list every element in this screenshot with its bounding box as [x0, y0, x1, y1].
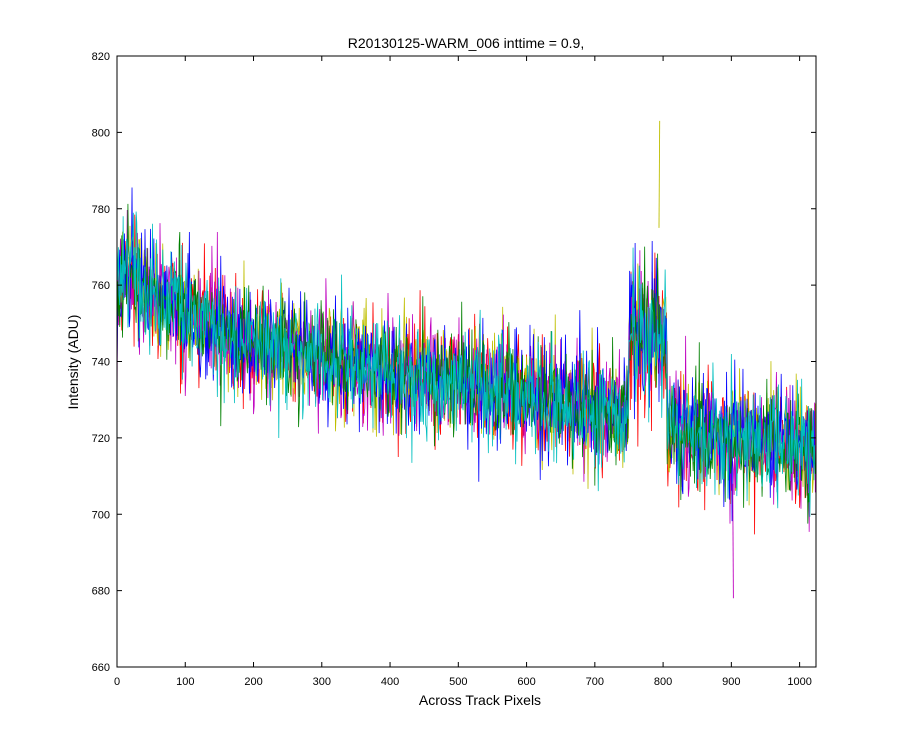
plot-area: [116, 120, 816, 599]
y-tick-label: 720: [92, 433, 110, 445]
y-tick-label: 800: [92, 127, 110, 139]
x-tick-label: 300: [313, 676, 331, 688]
axes: 0 100 200 300 400 500 600 700 800 900 1000 660 680 70…: [92, 51, 817, 688]
x-tick-label: 400: [381, 676, 399, 688]
y-axis-label: Intensity (ADU): [65, 315, 81, 410]
x-tick-label: 0: [114, 676, 120, 688]
x-tick-label: 1000: [787, 676, 811, 688]
series-line-6: [116, 211, 816, 517]
y-tick-label: 660: [92, 662, 110, 674]
x-tick-label: 600: [517, 676, 535, 688]
x-tick-label: 200: [244, 676, 262, 688]
x-tick-label: 900: [722, 676, 740, 688]
x-axis-label: Across Track Pixels: [419, 692, 541, 708]
max-spike: [658, 120, 661, 228]
x-tick-label: 100: [176, 676, 194, 688]
y-tick-label: 740: [92, 357, 110, 369]
y-tick-label: 700: [92, 509, 110, 521]
y-tick-label: 780: [92, 204, 110, 216]
y-tick-label: 820: [92, 51, 110, 63]
x-tick-label: 700: [586, 676, 604, 688]
chart-title: R20130125-WARM_006 inttime = 0.9,: [348, 35, 584, 51]
x-tick-label: 500: [449, 676, 467, 688]
x-tick-label: 800: [654, 676, 672, 688]
min-spike: [732, 483, 734, 599]
y-tick-label: 760: [92, 280, 110, 292]
y-tick-label: 680: [92, 586, 110, 598]
